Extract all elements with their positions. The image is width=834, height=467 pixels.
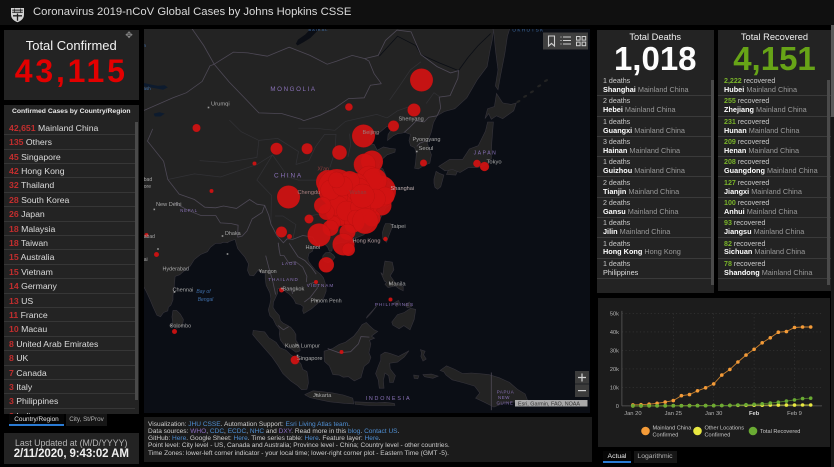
- svg-text:Xi'an: Xi'an: [317, 167, 328, 173]
- svg-text:50k: 50k: [610, 311, 619, 317]
- svg-text:PAPUA: PAPUA: [496, 390, 514, 395]
- svg-text:NEPAL: NEPAL: [180, 208, 197, 213]
- svg-text:Shanghai: Shanghai: [390, 186, 414, 192]
- svg-text:New Delhi: New Delhi: [156, 202, 182, 208]
- svg-text:abad: abad: [144, 177, 152, 183]
- svg-text:Jan 25: Jan 25: [665, 411, 682, 417]
- svg-text:Shenyang: Shenyang: [398, 117, 423, 123]
- svg-text:Colombo: Colombo: [169, 324, 191, 330]
- svg-text:Singapore: Singapore: [297, 356, 323, 362]
- svg-text:LAOS: LAOS: [281, 261, 297, 266]
- svg-text:Feb 9: Feb 9: [787, 411, 802, 417]
- svg-text:NEW: NEW: [497, 395, 509, 400]
- svg-text:Dhaka: Dhaka: [225, 231, 241, 237]
- svg-text:Wuhan: Wuhan: [349, 190, 366, 196]
- svg-text:VIETNAM: VIETNAM: [306, 283, 333, 288]
- svg-text:Bengal: Bengal: [197, 297, 213, 303]
- svg-text:Yangon: Yangon: [258, 269, 276, 275]
- svg-text:30k: 30k: [610, 348, 619, 354]
- svg-text:Bangkok: Bangkok: [282, 287, 304, 293]
- svg-text:Phnom Penh: Phnom Penh: [310, 299, 341, 305]
- svg-text:Jan 30: Jan 30: [705, 411, 722, 417]
- svg-text:Feb: Feb: [749, 411, 760, 417]
- svg-text:PHILIPPINES: PHILIPPINES: [374, 302, 413, 307]
- svg-text:GUINE: GUINE: [496, 401, 513, 406]
- svg-text:20k: 20k: [610, 367, 619, 373]
- svg-text:THAILAND: THAILAND: [268, 277, 299, 282]
- svg-text:INDONESIA: INDONESIA: [365, 396, 411, 402]
- svg-text:10k: 10k: [610, 385, 619, 391]
- svg-text:Taipei: Taipei: [390, 224, 405, 230]
- svg-text:JAPAN: JAPAN: [473, 151, 497, 157]
- svg-text:Kuala Lumpur: Kuala Lumpur: [285, 344, 320, 350]
- svg-text:Mainland China: Mainland China: [653, 426, 693, 432]
- svg-text:Total Recovered: Total Recovered: [760, 429, 800, 435]
- svg-text:Other Locations: Other Locations: [705, 426, 745, 432]
- svg-text:Confirmed: Confirmed: [705, 433, 731, 439]
- svg-text:n: n: [144, 43, 147, 48]
- svg-text:Urumqi: Urumqi: [211, 102, 230, 108]
- svg-text:bai: bai: [144, 257, 148, 263]
- svg-text:Jan 20: Jan 20: [624, 411, 641, 417]
- svg-text:Hanoi: Hanoi: [305, 245, 320, 251]
- svg-text:Hong Kong: Hong Kong: [352, 239, 380, 245]
- svg-text:Pyongyang: Pyongyang: [412, 137, 440, 143]
- svg-text:Tokyo: Tokyo: [486, 160, 501, 166]
- svg-text:0: 0: [616, 404, 619, 410]
- svg-text:BAIKAL: BAIKAL: [308, 29, 328, 32]
- svg-text:Jakarta: Jakarta: [313, 393, 332, 399]
- svg-text:ash: ash: [144, 86, 151, 91]
- svg-text:Manila: Manila: [388, 282, 406, 288]
- svg-text:Chennai: Chennai: [172, 288, 193, 294]
- svg-text:Hyderabad: Hyderabad: [162, 267, 188, 273]
- svg-text:Beijing: Beijing: [362, 130, 379, 136]
- svg-text:Chengdu: Chengdu: [297, 190, 320, 196]
- svg-text:Confirmed: Confirmed: [653, 433, 679, 439]
- svg-text:40k: 40k: [610, 330, 619, 336]
- svg-text:Bay of: Bay of: [196, 289, 211, 295]
- svg-text:MONGOLIA: MONGOLIA: [270, 86, 316, 93]
- svg-text:OKHOTSK: OKHOTSK: [512, 29, 544, 33]
- svg-text:Seoul: Seoul: [418, 146, 433, 152]
- svg-text:Esri, Garmin, FAO, NOAA: Esri, Garmin, FAO, NOAA: [518, 401, 580, 407]
- svg-text:CHINA: CHINA: [274, 173, 303, 180]
- svg-text:hore: hore: [144, 184, 151, 190]
